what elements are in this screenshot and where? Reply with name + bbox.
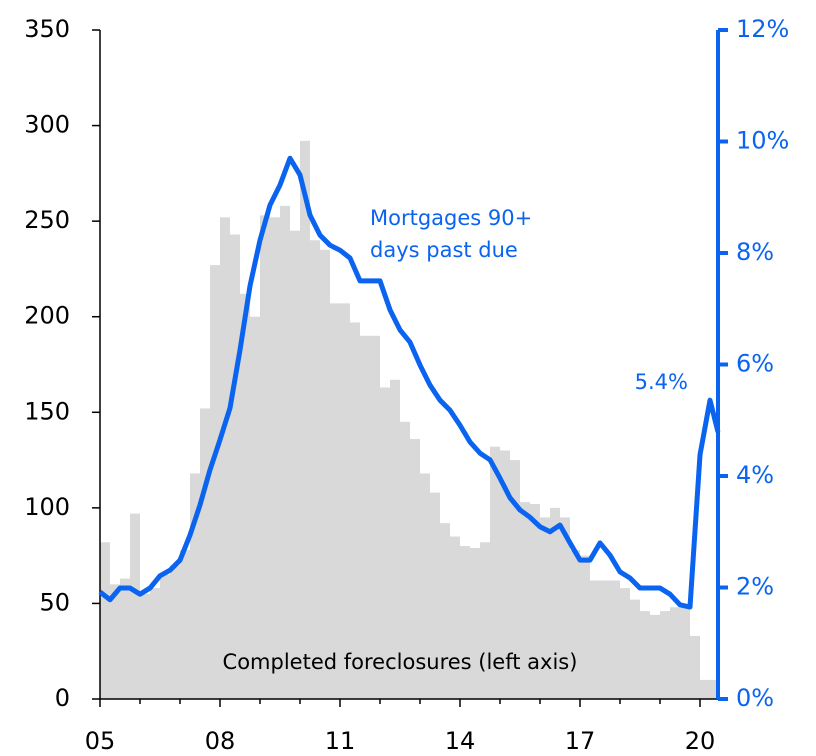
bar bbox=[510, 460, 520, 699]
bar bbox=[650, 614, 660, 699]
y-tick-label: 300 bbox=[24, 111, 70, 139]
bar bbox=[630, 599, 640, 699]
bar bbox=[480, 542, 490, 699]
bar bbox=[140, 593, 150, 699]
bar bbox=[120, 578, 130, 699]
bar bbox=[590, 580, 600, 699]
bar bbox=[580, 555, 590, 699]
bar bbox=[110, 584, 120, 699]
x-tick-label: 08 bbox=[205, 727, 236, 755]
bar bbox=[210, 265, 220, 699]
x-tick-label: 17 bbox=[565, 727, 596, 755]
bar bbox=[290, 230, 300, 699]
bar bbox=[500, 450, 510, 699]
bar bbox=[200, 408, 210, 699]
x-tick-label: 11 bbox=[325, 727, 356, 755]
bar bbox=[400, 421, 410, 699]
x-tick-label: 14 bbox=[445, 727, 476, 755]
bar bbox=[560, 517, 570, 699]
bar bbox=[520, 502, 530, 699]
y2-tick-label: 10% bbox=[736, 127, 789, 155]
y2-tick-label: 8% bbox=[736, 238, 774, 266]
bar bbox=[260, 215, 270, 699]
bar bbox=[490, 446, 500, 699]
annotation: days past due bbox=[370, 238, 518, 262]
bar bbox=[170, 565, 180, 699]
bar bbox=[230, 234, 240, 699]
annotation: 5.4% bbox=[635, 370, 688, 394]
bar bbox=[390, 379, 400, 699]
bar bbox=[100, 542, 110, 699]
y-tick-label: 350 bbox=[24, 15, 70, 43]
bar bbox=[220, 217, 230, 699]
bar bbox=[600, 580, 610, 699]
bar bbox=[340, 303, 350, 699]
bar bbox=[570, 549, 580, 699]
bar bbox=[360, 335, 370, 699]
bar bbox=[620, 588, 630, 699]
bar bbox=[690, 635, 700, 699]
bar bbox=[540, 517, 550, 699]
line bbox=[98, 155, 721, 610]
bar bbox=[370, 335, 380, 699]
bar bbox=[180, 549, 190, 699]
bar bbox=[640, 611, 650, 699]
bar bbox=[700, 679, 710, 699]
y2-tick-label: 12% bbox=[736, 15, 789, 43]
y-tick-label: 150 bbox=[24, 397, 70, 425]
bar bbox=[550, 507, 560, 699]
annotation: Completed foreclosures (left axis) bbox=[223, 650, 578, 674]
bar bbox=[410, 439, 420, 699]
bar bbox=[430, 492, 440, 699]
bar bbox=[660, 611, 670, 699]
bar bbox=[300, 140, 310, 699]
bar bbox=[270, 217, 280, 699]
y-tick-label: 200 bbox=[24, 302, 70, 330]
bar bbox=[670, 607, 680, 699]
bar bbox=[240, 293, 250, 699]
bar bbox=[160, 574, 170, 699]
bar bbox=[250, 316, 260, 699]
bar bbox=[610, 580, 620, 699]
bar bbox=[680, 607, 690, 699]
bar bbox=[350, 322, 360, 699]
bar bbox=[470, 547, 480, 699]
y2-tick-label: 0% bbox=[736, 684, 774, 712]
y-tick-label: 50 bbox=[39, 588, 70, 616]
y-tick-label: 250 bbox=[24, 206, 70, 234]
bar bbox=[380, 387, 390, 699]
bar bbox=[320, 249, 330, 700]
bar bbox=[450, 536, 460, 699]
bar bbox=[710, 679, 718, 699]
bar bbox=[150, 588, 160, 699]
bar bbox=[460, 546, 470, 699]
bar bbox=[280, 205, 290, 699]
bar bbox=[190, 473, 200, 699]
y-tick-label: 0 bbox=[55, 684, 70, 712]
y2-tick-label: 4% bbox=[736, 461, 774, 489]
annotation: Mortgages 90+ bbox=[370, 206, 532, 230]
x-tick-label: 05 bbox=[85, 727, 116, 755]
bar bbox=[440, 523, 450, 699]
y2-tick-label: 6% bbox=[736, 350, 774, 378]
bar bbox=[530, 504, 540, 699]
x-tick-label: 20 bbox=[685, 727, 716, 755]
y2-tick-label: 2% bbox=[736, 573, 774, 601]
y-tick-label: 100 bbox=[24, 493, 70, 521]
bar bbox=[330, 303, 340, 699]
bar bbox=[130, 513, 140, 699]
bar bbox=[310, 240, 320, 699]
bar bbox=[420, 473, 430, 699]
